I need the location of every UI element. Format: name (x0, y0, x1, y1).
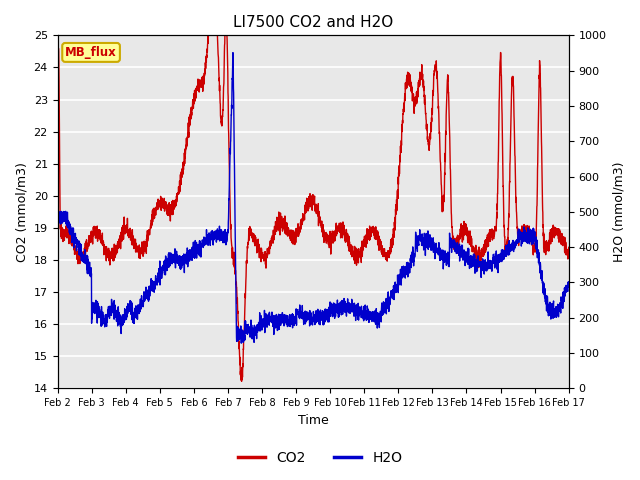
X-axis label: Time: Time (298, 414, 328, 427)
CO2 (142, 244, 150, 250)
H2O (500, 248, 508, 253)
H2O (229, 50, 237, 56)
Y-axis label: CO2 (mmol/m3): CO2 (mmol/m3) (15, 162, 28, 262)
H2O (142, 289, 150, 295)
H2O (250, 327, 258, 333)
H2O (565, 279, 573, 285)
Text: MB_flux: MB_flux (65, 46, 117, 59)
H2O (237, 340, 245, 346)
CO2 (555, 240, 563, 245)
H2O (272, 316, 280, 322)
CO2 (272, 227, 280, 233)
CO2 (238, 378, 246, 384)
Legend: CO2, H2O: CO2, H2O (232, 445, 408, 471)
H2O (555, 302, 563, 308)
CO2 (565, 244, 573, 250)
Y-axis label: H2O (mmol/m3): H2O (mmol/m3) (612, 162, 625, 262)
Line: H2O: H2O (58, 53, 569, 343)
CO2 (250, 232, 258, 238)
H2O (54, 214, 61, 219)
Line: CO2: CO2 (58, 36, 569, 381)
H2O (112, 312, 120, 318)
CO2 (500, 224, 508, 230)
CO2 (112, 252, 120, 258)
Title: LI7500 CO2 and H2O: LI7500 CO2 and H2O (233, 15, 393, 30)
CO2 (204, 33, 212, 38)
CO2 (54, 164, 61, 169)
